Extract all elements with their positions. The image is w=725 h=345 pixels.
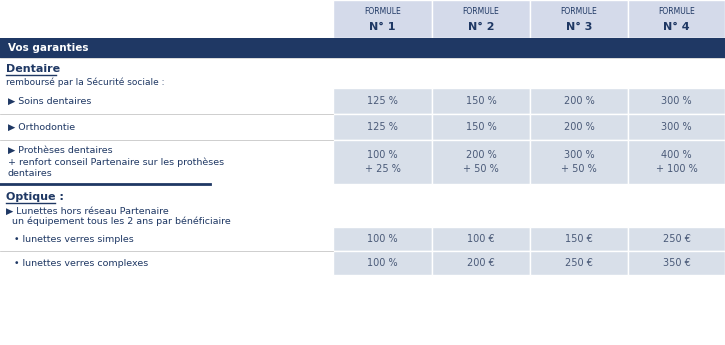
Bar (530, 114, 628, 140)
Text: 200 %: 200 % (563, 96, 594, 106)
Text: 150 %: 150 % (465, 96, 497, 106)
Bar (432, 114, 530, 140)
Text: • lunettes verres simples: • lunettes verres simples (8, 235, 133, 244)
Bar (628, 140, 725, 184)
Text: 125 %: 125 % (367, 122, 398, 132)
Text: FORMULE: FORMULE (364, 7, 401, 16)
Text: 150 €: 150 € (565, 234, 593, 244)
Bar (333, 140, 432, 184)
Text: N° 4: N° 4 (663, 22, 689, 32)
Text: 300 %: 300 % (661, 96, 692, 106)
Text: 150 %: 150 % (465, 122, 497, 132)
Bar (530, 140, 628, 184)
Text: 400 %
+ 100 %: 400 % + 100 % (655, 150, 697, 174)
Text: 250 €: 250 € (565, 258, 593, 268)
Bar (530, 0, 628, 38)
Text: Dentaire: Dentaire (6, 64, 60, 74)
Text: Optique :: Optique : (6, 192, 64, 202)
Bar (333, 251, 432, 275)
Bar (333, 227, 432, 251)
Text: remboursé par la Sécurité sociale :: remboursé par la Sécurité sociale : (6, 77, 165, 87)
Text: 200 %
+ 50 %: 200 % + 50 % (463, 150, 499, 174)
Text: N° 1: N° 1 (369, 22, 396, 32)
Text: • lunettes verres complexes: • lunettes verres complexes (8, 258, 148, 267)
Text: N° 3: N° 3 (566, 22, 592, 32)
Bar (530, 88, 628, 114)
Bar (333, 114, 432, 140)
Bar (432, 0, 530, 38)
Text: FORMULE: FORMULE (560, 7, 597, 16)
Bar (628, 88, 725, 114)
Text: 250 €: 250 € (663, 234, 690, 244)
Text: 200 %: 200 % (563, 122, 594, 132)
Bar (530, 251, 628, 275)
Text: 100 %: 100 % (367, 234, 398, 244)
Text: ▶ Orthodontie: ▶ Orthodontie (8, 122, 75, 131)
Bar (0, 38, 725, 58)
Bar (432, 88, 530, 114)
Text: Vos garanties: Vos garanties (8, 43, 88, 53)
Text: ▶ Soins dentaires: ▶ Soins dentaires (8, 97, 91, 106)
Bar (333, 88, 432, 114)
Text: N° 2: N° 2 (468, 22, 494, 32)
Text: 100 €: 100 € (467, 234, 494, 244)
Text: FORMULE: FORMULE (658, 7, 695, 16)
Text: un équipement tous les 2 ans par bénéficiaire: un équipement tous les 2 ans par bénéfic… (12, 216, 231, 226)
Text: ▶ Prothèses dentaires
+ renfort conseil Partenaire sur les prothèses
dentaires: ▶ Prothèses dentaires + renfort conseil … (8, 146, 224, 178)
Bar (628, 251, 725, 275)
Text: 300 %
+ 50 %: 300 % + 50 % (561, 150, 597, 174)
Text: 125 %: 125 % (367, 96, 398, 106)
Bar (333, 0, 432, 38)
Text: 300 %: 300 % (661, 122, 692, 132)
Bar (432, 140, 530, 184)
Bar (530, 227, 628, 251)
Bar (628, 114, 725, 140)
Text: 100 %: 100 % (367, 258, 398, 268)
Text: 350 €: 350 € (663, 258, 690, 268)
Text: 100 %
+ 25 %: 100 % + 25 % (365, 150, 400, 174)
Bar (628, 227, 725, 251)
Text: 200 €: 200 € (467, 258, 495, 268)
Bar (628, 0, 725, 38)
Bar (432, 227, 530, 251)
Text: FORMULE: FORMULE (463, 7, 500, 16)
Text: ▶ Lunettes hors réseau Partenaire: ▶ Lunettes hors réseau Partenaire (6, 207, 169, 216)
Bar (432, 251, 530, 275)
